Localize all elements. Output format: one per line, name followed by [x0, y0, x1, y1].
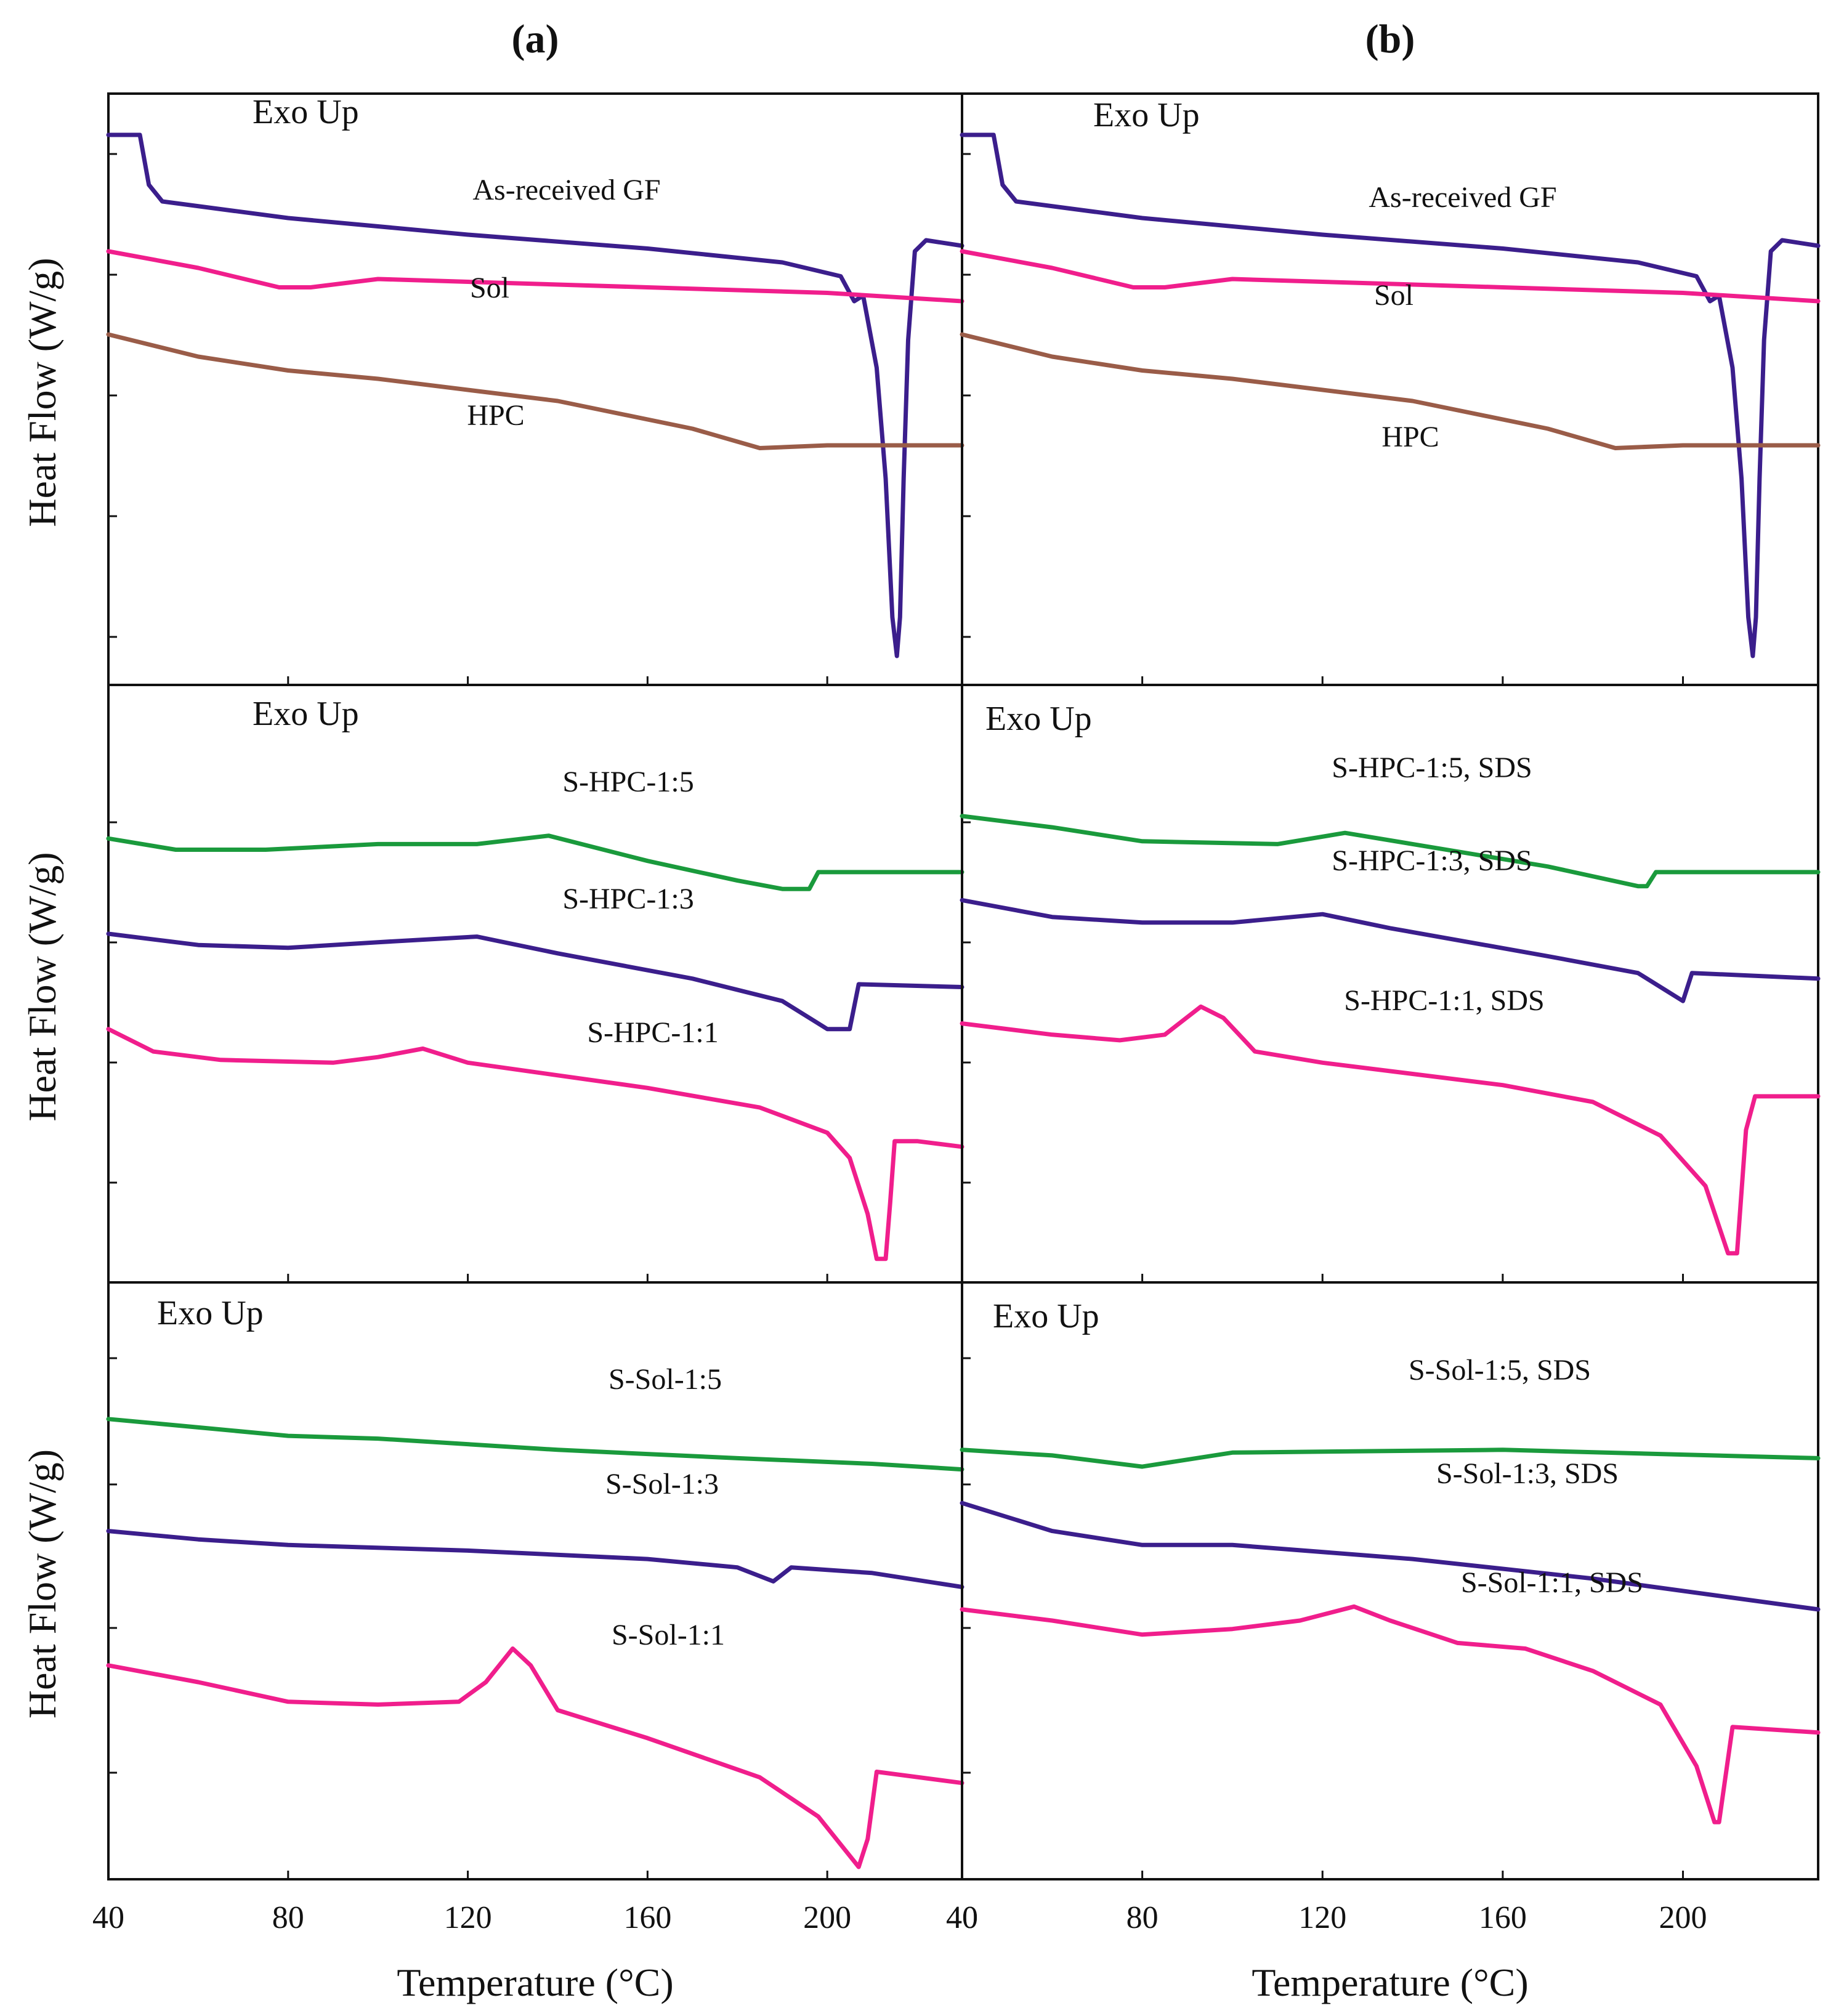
series-label: S-Sol-1:5, SDS: [1409, 1354, 1591, 1387]
series-line-a-3-2: [106, 1529, 965, 1589]
exo-up-label: Exo Up: [1093, 96, 1200, 134]
text-layer: (a) As-received GF Sol HPC Exo Up Heat Flow (…: [20, 17, 1707, 2004]
series-line-b-3-3: [960, 1604, 1821, 1824]
panel-title-b: (b): [1365, 17, 1415, 62]
panels-layer: [106, 92, 1821, 1880]
series-line-a-1-3: [106, 332, 965, 450]
series-line-b-2-3: [960, 1004, 1821, 1256]
series-line-b-2-2: [960, 897, 1821, 1003]
series-label: S-HPC-1:3, SDS: [1332, 844, 1532, 877]
exo-up-label: Exo Up: [157, 1294, 264, 1332]
series-line-b-3-2: [960, 1500, 1821, 1612]
x-tick-label: 40: [946, 1900, 978, 1935]
series-line-a-1-1: [106, 132, 965, 658]
series-label: Sol: [470, 272, 509, 304]
series-label: S-Sol-1:3: [605, 1468, 719, 1500]
exo-up-label: Exo Up: [253, 695, 359, 733]
plot-frame-a-2: [107, 684, 963, 1284]
x-tick-label: 160: [1479, 1900, 1527, 1935]
exo-up-label: Exo Up: [993, 1297, 1099, 1335]
series-label: S-Sol-1:3, SDS: [1436, 1457, 1619, 1490]
y-axis-title: Heat Flow (W/g): [20, 257, 64, 527]
y-axis-title: Heat Flow (W/g): [20, 852, 64, 1121]
x-tick-label: 160: [623, 1900, 671, 1935]
series-label: S-Sol-1:5: [609, 1363, 722, 1396]
series-label: HPC: [1381, 421, 1439, 453]
series-label: HPC: [467, 399, 524, 432]
series-label: Sol: [1374, 279, 1413, 312]
x-axis-title: Temperature (°C): [1252, 1961, 1528, 2004]
exo-up-label: Exo Up: [985, 700, 1092, 738]
series-line-a-3-1: [106, 1417, 965, 1472]
x-tick-label: 200: [803, 1900, 851, 1935]
series-line-b-1-2: [960, 249, 1821, 304]
x-axis-title: Temperature (°C): [397, 1961, 673, 2004]
panel-title-a: (a): [512, 17, 559, 62]
x-tick-label: 200: [1659, 1900, 1707, 1935]
series-line-b-2-1: [960, 814, 1821, 889]
series-label: S-Sol-1:1: [612, 1619, 725, 1651]
y-axis-title: Heat Flow (W/g): [20, 1449, 64, 1718]
series-label: S-Sol-1:1, SDS: [1461, 1566, 1643, 1599]
plot-frame-a-3: [107, 1281, 963, 1880]
series-line-b-3-1: [960, 1447, 1821, 1469]
series-label: S-HPC-1:1: [587, 1016, 718, 1049]
series-line-a-2-2: [106, 931, 965, 1032]
exo-up-label: Exo Up: [253, 93, 359, 131]
x-tick-label: 120: [444, 1900, 492, 1935]
x-tick-label: 80: [272, 1900, 304, 1935]
x-tick-label: 80: [1126, 1900, 1159, 1935]
plot-frame-b-3: [961, 1281, 1819, 1880]
series-label: S-HPC-1:3: [562, 883, 694, 915]
series-label: S-HPC-1:5: [562, 766, 694, 798]
x-tick-label: 120: [1298, 1900, 1346, 1935]
series-line-a-2-1: [106, 833, 965, 891]
series-line-a-3-3: [106, 1646, 965, 1869]
series-line-a-2-3: [106, 1027, 965, 1261]
series-line-a-1-2: [106, 249, 965, 304]
series-label: S-HPC-1:1, SDS: [1344, 984, 1544, 1017]
x-tick-label: 40: [92, 1900, 124, 1935]
x-tick-label: 40: [946, 1900, 978, 1935]
series-label: As-received GF: [1369, 181, 1556, 214]
series-label: As-received GF: [472, 174, 660, 206]
series-line-b-1-3: [960, 332, 1821, 450]
series-label: S-HPC-1:5, SDS: [1332, 751, 1532, 784]
